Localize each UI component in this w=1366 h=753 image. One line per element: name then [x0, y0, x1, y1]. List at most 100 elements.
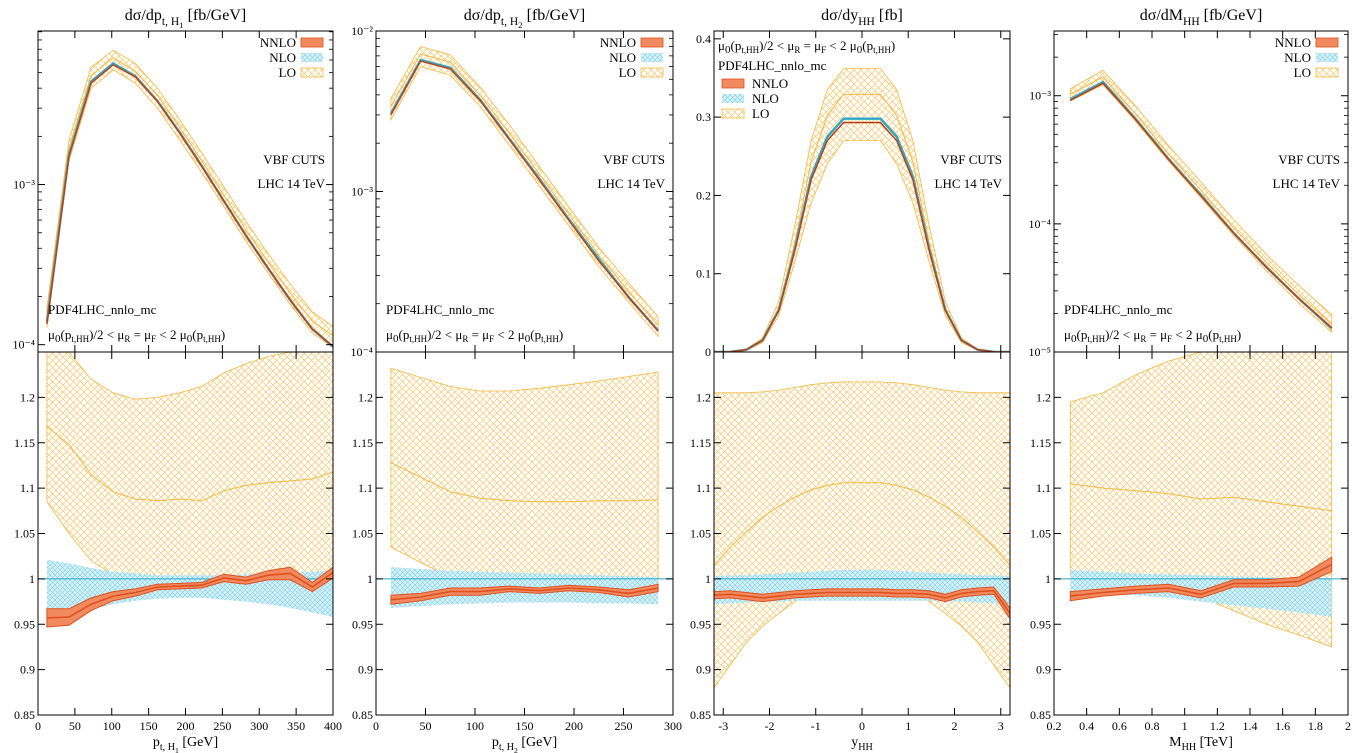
x-tick-label: 0.6 [1112, 719, 1127, 733]
lo-ratio-line [1070, 483, 1332, 512]
x-tick-label: 350 [287, 719, 305, 733]
x-tick-label: 2 [952, 719, 958, 733]
ratio-y-tick-label: 0.95 [1030, 617, 1051, 631]
legend-label-lo: LO [752, 106, 769, 121]
x-tick-label: 150 [516, 719, 534, 733]
nnlo-line-core [46, 64, 333, 347]
x-tick-label: 100 [466, 719, 484, 733]
legend-swatch-lo [640, 67, 664, 78]
y-tick-label: 0 [705, 345, 711, 359]
panel-y: 0 0.1 0.2 0.3 0.4 0.85 0.9 0.95 1 1.05 1.1 1.15 1.2 -… [690, 7, 1011, 753]
ratio-y-tick-label: 0.9 [696, 663, 711, 677]
legend-swatch-nnlo [640, 37, 664, 48]
ratio-y-tick-label: 1.2 [358, 390, 373, 404]
x-tick-label: 0 [373, 719, 379, 733]
x-tick-label: -2 [765, 719, 775, 733]
lo-ratio-band [714, 381, 1010, 689]
x-tick-label: 3 [998, 719, 1004, 733]
ratio-y-tick-label: 0.9 [358, 663, 373, 677]
legend-label-lo: LO [619, 65, 636, 80]
x-tick-label: 1.2 [1210, 719, 1225, 733]
ratio-y-tick-label: 1 [29, 572, 35, 586]
energy-label: LHC 14 TeV [598, 176, 666, 191]
energy-label: LHC 14 TeV [258, 176, 326, 191]
x-tick-label: -3 [718, 719, 728, 733]
x-axis-label: pt, H2 [GeV] [492, 735, 557, 753]
ratio-y-tick-label: 1.05 [352, 527, 373, 541]
legend-label-nnlo: NNLO [260, 35, 296, 50]
ratio-y-tick-label: 1.15 [690, 436, 711, 450]
x-tick-label: 250 [615, 719, 633, 733]
x-tick-label: 0.2 [1047, 719, 1062, 733]
ratio-y-tick-label: 1.2 [20, 390, 35, 404]
lo-line [390, 53, 659, 326]
lo-band [390, 46, 659, 338]
nnlo-ratio-line [390, 587, 659, 601]
x-tick-label: 400 [324, 719, 342, 733]
ratio-plot-area [1054, 352, 1348, 648]
energy-label: LHC 14 TeV [935, 176, 1003, 191]
legend-label-nnlo: NNLO [1275, 35, 1311, 50]
y-tick-label: 10⁻³ [1029, 89, 1051, 103]
legend-swatch-lo [1315, 67, 1339, 78]
nnlo-ratio-line [1070, 563, 1333, 597]
top-plot-area [714, 68, 1010, 352]
legend-swatch-nlo [722, 94, 744, 103]
ratio-y-tick-label: 1.1 [1036, 481, 1051, 495]
legend-swatch-nlo [641, 53, 663, 62]
panel-title: dσ/dyHH [fb] [821, 7, 903, 28]
scale-choice-label: μ0(pt,HH)/2 < μR = μF < 2 μ0(pt,HH) [48, 327, 225, 345]
ratio-y-tick-label: 1.1 [358, 481, 373, 495]
legend-swatch-nlo [1316, 53, 1338, 62]
ratio-y-tick-label: 1.05 [1030, 527, 1051, 541]
y-tick-label: 10⁻⁴ [1028, 217, 1051, 231]
ratio-y-tick-label: 1.1 [696, 481, 711, 495]
x-tick-label: 1.4 [1243, 719, 1258, 733]
nnlo-line [390, 60, 659, 332]
x-tick-label: 0.4 [1079, 719, 1094, 733]
ratio-y-tick-label: 1.05 [14, 527, 35, 541]
ratio-y-tick-label: 0.85 [690, 708, 711, 722]
y-tick-label: 10⁻² [351, 24, 373, 38]
x-tick-label: -1 [811, 719, 821, 733]
cuts-label: VBF CUTS [1278, 152, 1340, 167]
ratio-y-tick-label: 1.2 [696, 390, 711, 404]
x-tick-label: 1.6 [1275, 719, 1290, 733]
lo-line [1070, 76, 1333, 325]
ratio-y-tick-label: 1.15 [1030, 436, 1051, 450]
lo-ratio-line [390, 462, 659, 503]
x-tick-label: 0 [859, 719, 865, 733]
energy-label: LHC 14 TeV [1273, 176, 1341, 191]
legend-label-lo: LO [279, 65, 296, 80]
y-tick-label: 0.2 [696, 188, 711, 202]
nnlo-ratio-line [46, 571, 333, 619]
x-axis-label: yHH [851, 735, 873, 753]
y-tick-label: 10⁻⁴ [12, 338, 35, 352]
ratio-y-tick-label: 1.15 [14, 436, 35, 450]
nnlo-line-core [390, 60, 659, 332]
pdf-label: PDF4LHC_nnlo_mc [386, 302, 495, 317]
scale-choice-label: μ0(pt,HH)/2 < μR = μF < 2 μ0(pt,HH) [718, 38, 895, 56]
legend-label-nlo: NLO [609, 50, 636, 65]
nlo-line [1069, 80, 1333, 330]
ratio-y-tick-label: 0.85 [1030, 708, 1051, 722]
panel-mhh: 10⁻⁵ 10⁻⁴ 10⁻³ 0.85 0.9 0.95 1 1.05 1.1 1.15 1.2 0.… [1028, 7, 1351, 753]
scale-choice-label: μ0(pt,HH)/2 < μR = μF < 2 μ0(pt,HH) [1064, 327, 1241, 345]
x-axis-label: pt, H1 [GeV] [153, 735, 218, 753]
lo-ratio-line [714, 482, 1010, 566]
legend-label-nnlo: NNLO [752, 76, 788, 91]
panel-title: dσ/dpt, H2 [fb/GeV] [464, 7, 585, 30]
legend-label-nnlo: NNLO [600, 35, 636, 50]
ratio-plot-area [714, 381, 1010, 689]
x-tick-label: 150 [140, 719, 158, 733]
cuts-label: VBF CUTS [603, 152, 665, 167]
x-tick-label: 300 [664, 719, 682, 733]
ratio-y-tick-label: 1 [1045, 572, 1051, 586]
y-tick-label: 10⁻⁵ [1028, 345, 1051, 359]
lo-band [714, 68, 1010, 352]
panel-title: dσ/dpt, H1 [fb/GeV] [125, 7, 246, 30]
x-tick-label: 0.8 [1145, 719, 1160, 733]
y-tick-label: 10⁻³ [351, 185, 373, 199]
ratio-y-tick-label: 0.9 [20, 663, 35, 677]
